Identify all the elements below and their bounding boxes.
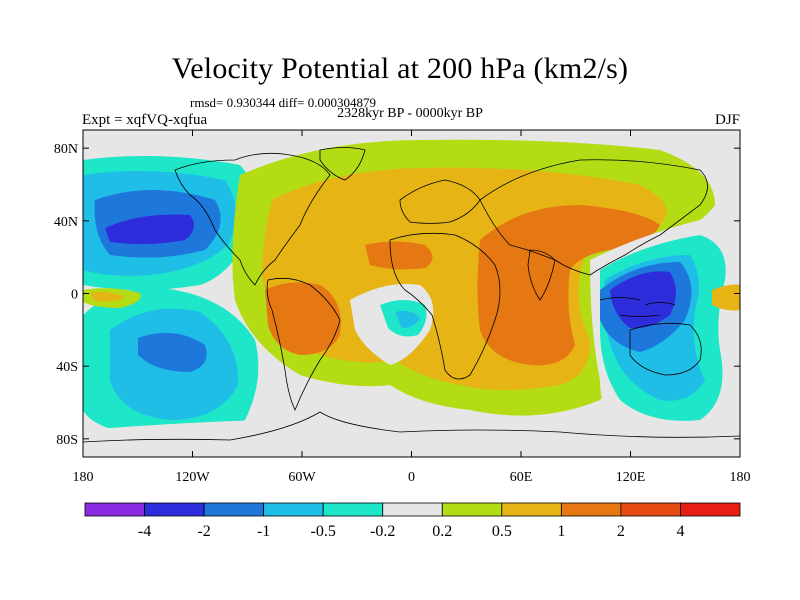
colorbar-label: -4 <box>138 523 151 540</box>
colorbar-swatch <box>441 502 503 517</box>
coastlines <box>82 147 741 443</box>
colorbar-label: -0.2 <box>370 523 395 540</box>
colorbar-label: 0.2 <box>432 523 452 540</box>
lon-tick-label: 120W <box>175 470 210 485</box>
lon-tick-label: 180 <box>73 470 94 485</box>
stats-label: rmsd= 0.930344 diff= 0.000304879 <box>190 95 376 110</box>
colorbar-swatch <box>203 502 265 517</box>
plot-title: Velocity Potential at 200 hPa (km2/s) <box>171 52 629 85</box>
southern-neutral-belt <box>83 417 740 457</box>
coastline-greenland <box>319 147 366 181</box>
coastline-india <box>527 249 556 301</box>
colorbar-swatch <box>382 502 443 517</box>
coastline-australia <box>629 322 702 376</box>
lat-tick-label: 80N <box>54 142 78 157</box>
colorbar-swatch <box>263 502 324 517</box>
positive-north-africa-core <box>365 241 433 270</box>
experiment-label: Expt = xqfVQ-xqfua <box>82 112 208 128</box>
season-label: DJF <box>714 112 740 128</box>
lat-tick-label: 40N <box>54 215 78 230</box>
atlantic-negative-tongue-core <box>395 310 420 328</box>
lon-tick-label: 60W <box>288 470 316 485</box>
colorbar-swatch <box>680 502 741 517</box>
coastline-south-america <box>266 277 341 412</box>
colorbar-label: 2 <box>617 523 625 540</box>
lon-tick-label: 120E <box>616 470 646 485</box>
colorbar-swatch <box>620 502 681 517</box>
colorbar-swatch <box>560 502 622 517</box>
coastline-antarctica <box>82 411 741 443</box>
dateline-positive-patch <box>712 284 740 311</box>
coastline-indonesia <box>599 297 676 317</box>
colorbar-label: -1 <box>257 523 270 540</box>
colorbar-swatch <box>501 502 562 517</box>
colorbar-label: -2 <box>197 523 210 540</box>
positive-south-america-core <box>265 282 341 355</box>
lat-tick-label: 0 <box>71 288 78 303</box>
east-pacific-positive-core <box>90 292 125 302</box>
coastline-north-america <box>174 152 331 286</box>
coastline-asia <box>479 159 708 276</box>
lon-tick-label: 60E <box>510 470 533 485</box>
lon-tick-label: 0 <box>408 470 415 485</box>
lat-tick-label: 40S <box>56 360 78 375</box>
period-subtitle: 2328kyr BP - 0000kyr BP <box>337 106 483 121</box>
colorbar-label: 4 <box>676 523 684 540</box>
colorbar-swatch <box>144 502 205 517</box>
south-pacific-negative-region-core <box>138 332 207 372</box>
contour-field <box>83 130 740 457</box>
lat-tick-label: 80S <box>56 433 78 448</box>
colorbar-label: 0.5 <box>492 523 512 540</box>
coastline-africa <box>389 232 501 380</box>
maritime-negative-region-min <box>610 271 676 329</box>
positive-africa-asia-core <box>477 205 660 366</box>
colorbar: -4 -2 -1 -0.5 -0.2 0.2 0.5 1 2 4 <box>84 502 741 540</box>
colorbar-swatch <box>84 502 145 517</box>
coastline-europe <box>399 179 481 224</box>
lon-tick-label: 180 <box>730 470 751 485</box>
colorbar-label: 1 <box>557 523 565 540</box>
axis-ticks: 80N 40N 0 40S 80S 180 120W 60W 0 60E 120E 180 <box>54 130 751 485</box>
north-pacific-negative-region-min <box>105 214 194 245</box>
colorbar-swatch <box>322 502 384 517</box>
colorbar-label: -0.5 <box>311 523 336 540</box>
